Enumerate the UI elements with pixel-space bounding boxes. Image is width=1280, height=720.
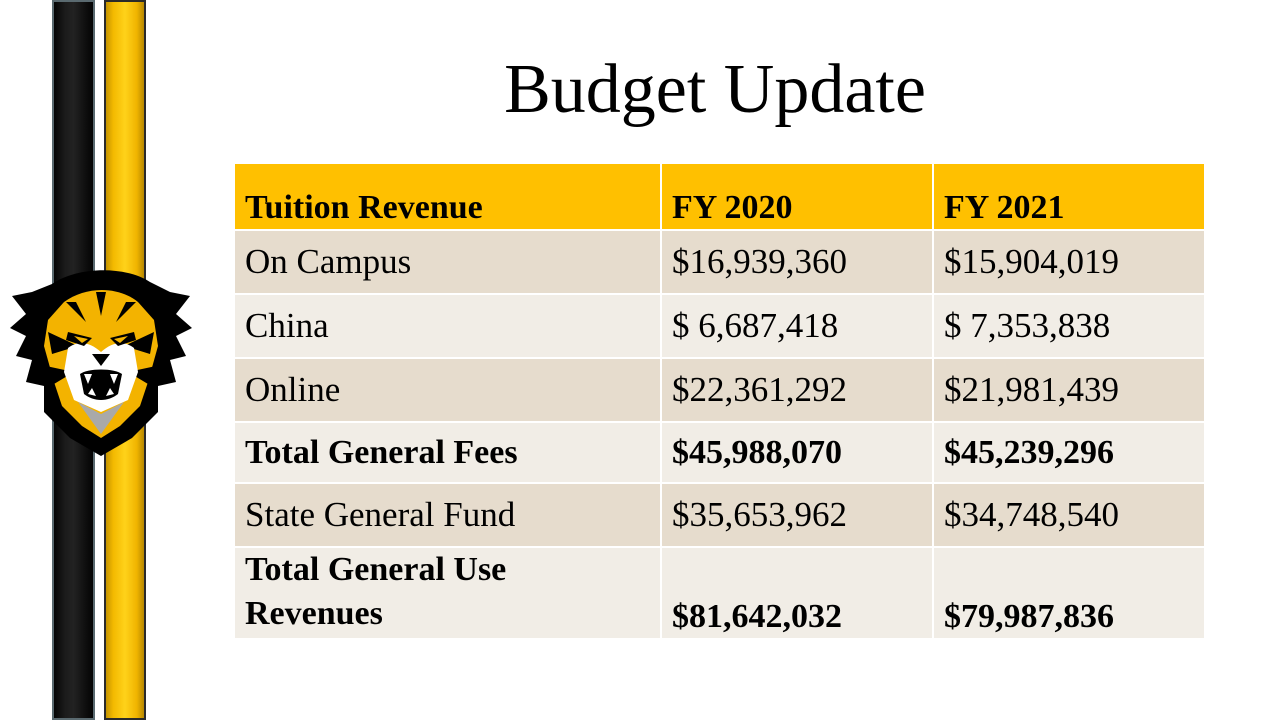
fy2020-value: $45,988,070 <box>660 421 934 484</box>
table-row: On Campus $16,939,360 $15,904,019 <box>233 229 1206 295</box>
tiger-head-icon <box>10 270 192 456</box>
fy2021-value: $ 7,353,838 <box>932 293 1206 359</box>
page-title: Budget Update <box>504 51 926 128</box>
fy2020-value: $ 6,687,418 <box>660 293 934 359</box>
row-label: Total General Use Revenues <box>233 546 662 640</box>
fy2020-value: $81,642,032 <box>660 546 934 640</box>
table-row: State General Fund $35,653,962 $34,748,5… <box>233 482 1206 548</box>
header-fy2021: FY 2021 <box>932 162 1206 231</box>
fy2020-value: $22,361,292 <box>660 357 934 423</box>
row-label: On Campus <box>233 229 662 295</box>
header-tuition-revenue: Tuition Revenue <box>233 162 662 231</box>
fy2021-value: $79,987,836 <box>932 546 1206 640</box>
budget-table: Tuition Revenue FY 2020 FY 2021 On Campu… <box>233 162 1206 640</box>
fy2021-value: $34,748,540 <box>932 482 1206 548</box>
table-row: Online $22,361,292 $21,981,439 <box>233 357 1206 423</box>
row-label: Total General Fees <box>233 421 662 484</box>
table-row-total-general-use-revenues: Total General Use Revenues $81,642,032 $… <box>233 546 1206 640</box>
row-label: China <box>233 293 662 359</box>
fy2021-value: $45,239,296 <box>932 421 1206 484</box>
fy2020-value: $16,939,360 <box>660 229 934 295</box>
table-header-row: Tuition Revenue FY 2020 FY 2021 <box>233 162 1206 231</box>
table-row: China $ 6,687,418 $ 7,353,838 <box>233 293 1206 359</box>
row-label: State General Fund <box>233 482 662 548</box>
table-row-total-general-fees: Total General Fees $45,988,070 $45,239,2… <box>233 421 1206 484</box>
header-fy2020: FY 2020 <box>660 162 934 231</box>
fy2021-value: $15,904,019 <box>932 229 1206 295</box>
row-label: Online <box>233 357 662 423</box>
fy2020-value: $35,653,962 <box>660 482 934 548</box>
fy2021-value: $21,981,439 <box>932 357 1206 423</box>
